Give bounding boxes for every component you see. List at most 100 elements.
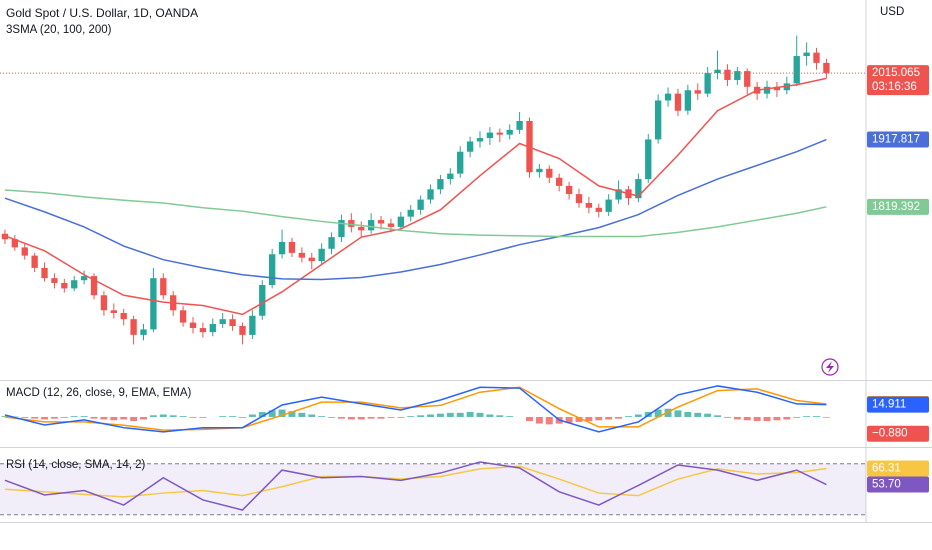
candle-body [259,285,266,316]
histogram-bar [654,409,662,417]
candle-body [704,73,711,94]
candle-body [110,310,117,314]
candle-body [813,52,820,63]
candle-body [654,100,662,140]
histogram-bar [337,416,345,419]
rsi-title: RSI (14, close, SMA, 14, 2) [6,459,146,471]
candle-body [674,93,682,111]
candle-body [664,93,672,101]
histogram-bar [149,415,157,417]
candle-body [615,189,622,200]
candle-body [645,139,652,180]
histogram-bar [575,416,583,422]
candle-body [199,328,207,333]
candle-body [308,257,315,262]
candle-body [684,90,692,111]
histogram-bar [674,410,682,417]
candle-body [546,168,553,178]
histogram-bar [357,416,365,420]
indicator-line [4,386,827,431]
candle-body [734,71,741,80]
histogram-bar [169,415,177,417]
candle-body [457,151,464,174]
indicator-title: 3SMA (20, 100, 200) [6,24,112,36]
histogram-bar [298,412,306,417]
series-last-label-box [867,460,929,477]
candle-body [179,310,187,323]
histogram-bar [684,412,692,417]
histogram-bar [239,416,246,418]
candle-body [120,313,127,320]
histogram-bar [377,416,385,419]
histogram-bar [456,412,464,417]
histogram-bar [159,414,167,417]
histogram-bar [526,416,533,422]
histogram-bar [268,410,276,417]
histogram-bar [80,416,88,417]
histogram-bar [763,416,771,422]
histogram-bar [60,416,68,418]
histogram-bar [545,416,553,425]
histogram-bar [436,413,444,417]
candle-body [150,278,157,330]
histogram-bar [70,416,78,417]
histogram-bar [793,416,801,418]
histogram-bar [407,416,415,417]
candle-body [219,319,226,324]
candle-body [367,220,375,231]
histogram-bar [199,416,207,418]
candle-body [328,237,335,249]
candle-body [397,216,405,227]
candle-body [714,69,721,74]
histogram-bar [50,416,58,419]
series-last-label: 14.911 [872,399,906,411]
candle-body [358,226,365,231]
histogram-bar [466,412,474,417]
candle-body [605,199,612,212]
candle-body [21,247,28,256]
candle-body [318,248,325,262]
candle-body [466,141,474,152]
rsi-band [0,463,866,515]
histogram-bar [605,416,613,420]
histogram-bar [634,414,642,417]
lightning-icon[interactable] [821,358,839,376]
histogram-bar [318,416,326,417]
histogram-bar [288,411,296,417]
candle-body [140,329,147,335]
histogram-bar [328,416,336,418]
candle-body [496,132,503,135]
axis-unit: USD [880,6,904,18]
histogram-bar [595,416,603,421]
histogram-bar [476,412,484,417]
histogram-bar [743,416,751,421]
candle-body [278,241,286,255]
histogram-bar [31,416,39,419]
candle-body [387,223,395,227]
candle-body [427,189,434,200]
histogram-bar [446,412,454,417]
histogram-bar [506,416,514,417]
histogram-last-label: −0.880 [872,428,908,440]
candle-body [595,207,602,212]
candle-body [823,62,830,74]
candle-body [288,241,296,253]
histogram-bar [179,416,187,417]
chart-title: Gold Spot / U.S. Dollar, 1D, OANDA [6,6,198,20]
candle-body [407,209,414,217]
candle-body [417,199,424,210]
candle-body [793,56,800,84]
series-last-label-box [867,131,929,148]
candle-body [744,71,751,87]
series-last-label-box [867,396,929,413]
candle-body [516,120,523,130]
candle-body [338,220,345,238]
candle-body [763,86,771,94]
candle-body [229,319,236,327]
histogram-bar [486,414,494,417]
histogram-bar [308,414,316,417]
candle-body [61,282,68,289]
histogram-bar [140,416,147,420]
candle-body [249,315,256,335]
histogram-bar [704,413,712,417]
